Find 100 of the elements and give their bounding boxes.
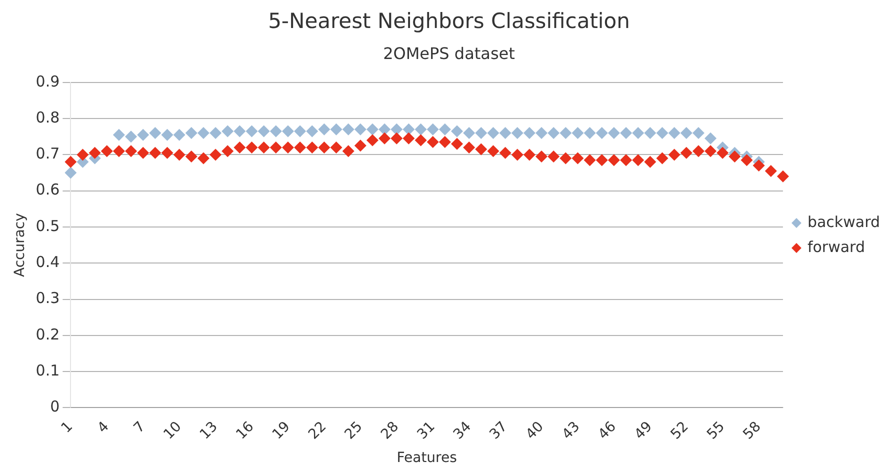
point — [438, 123, 451, 136]
point — [548, 127, 560, 140]
point — [632, 127, 644, 140]
point — [692, 127, 704, 140]
point — [137, 146, 150, 159]
point — [680, 127, 692, 140]
point — [426, 123, 439, 136]
point — [560, 152, 572, 164]
x-tick-label: 1 — [58, 418, 76, 436]
point — [282, 125, 294, 138]
y-tick-label: 0.9 — [36, 72, 60, 90]
point — [608, 127, 620, 140]
point — [716, 146, 729, 159]
point — [740, 154, 753, 166]
y-tick-label: 0 — [50, 398, 60, 416]
point — [426, 136, 439, 148]
point — [728, 150, 741, 162]
point — [644, 156, 656, 168]
point — [294, 125, 306, 138]
point — [342, 123, 354, 136]
x-tick-label: 13 — [197, 418, 221, 443]
point — [402, 132, 415, 144]
point — [173, 148, 186, 161]
point — [258, 141, 270, 154]
x-tick-label: 7 — [130, 418, 148, 436]
point — [246, 125, 258, 138]
x-tick-label: 22 — [306, 418, 330, 443]
point — [776, 170, 789, 182]
x-tick-label: 37 — [486, 418, 511, 443]
point — [112, 128, 125, 141]
point — [318, 123, 330, 136]
point — [173, 128, 186, 141]
point — [64, 156, 77, 168]
point — [390, 132, 403, 144]
point — [450, 125, 463, 138]
point — [764, 164, 777, 177]
point — [378, 123, 391, 136]
point — [463, 141, 476, 154]
point — [572, 152, 584, 164]
point — [210, 148, 222, 161]
x-tick-label: 55 — [704, 418, 728, 443]
point — [185, 150, 198, 162]
point — [125, 145, 138, 158]
point — [234, 141, 246, 154]
point — [270, 141, 282, 154]
point — [499, 127, 512, 140]
point — [125, 130, 138, 143]
point — [656, 127, 668, 140]
point — [149, 127, 162, 140]
x-tick-label: 49 — [632, 418, 656, 443]
y-tick-label: 0.3 — [36, 289, 60, 308]
point — [752, 160, 765, 172]
point — [487, 145, 500, 158]
x-tick-label: 25 — [342, 418, 366, 443]
point — [88, 146, 101, 159]
chart-title: 5-Nearest Neighbors Classification — [268, 9, 630, 34]
y-tick-label: 0.7 — [36, 144, 60, 163]
point — [475, 127, 488, 140]
y-tick-label: 0.2 — [36, 325, 60, 344]
point — [306, 125, 318, 138]
point — [608, 154, 620, 166]
point — [270, 125, 282, 138]
point — [536, 150, 548, 162]
legend-label: backward — [807, 212, 880, 231]
point — [414, 134, 427, 146]
x-tick-label: 43 — [559, 418, 584, 443]
point — [76, 148, 89, 161]
x-tick-label: 19 — [269, 418, 294, 443]
x-tick-label: 34 — [450, 418, 475, 443]
point — [620, 127, 632, 140]
point — [511, 148, 524, 161]
point — [596, 127, 608, 140]
point — [390, 123, 403, 136]
y-tick-label: 0.6 — [36, 180, 60, 199]
point — [499, 146, 512, 159]
point — [668, 148, 680, 161]
point — [366, 134, 378, 146]
point — [197, 127, 210, 140]
x-tick-label: 58 — [740, 418, 764, 443]
point — [366, 123, 378, 136]
x-tick-label: 52 — [668, 418, 692, 443]
point — [378, 132, 391, 144]
point — [656, 152, 668, 164]
point — [463, 127, 476, 140]
point — [548, 150, 560, 162]
x-tick-label: 31 — [414, 418, 438, 443]
x-tick-label: 28 — [378, 418, 402, 443]
point — [258, 125, 270, 138]
point — [161, 146, 174, 159]
point — [523, 148, 536, 161]
point — [487, 127, 500, 140]
point — [584, 127, 596, 140]
point — [330, 141, 342, 154]
x-axis-title: Features — [396, 450, 457, 466]
point — [450, 138, 463, 150]
point — [596, 154, 608, 166]
point — [475, 143, 488, 156]
point — [234, 125, 246, 138]
point — [306, 141, 318, 154]
x-tick-label: 46 — [595, 418, 620, 443]
